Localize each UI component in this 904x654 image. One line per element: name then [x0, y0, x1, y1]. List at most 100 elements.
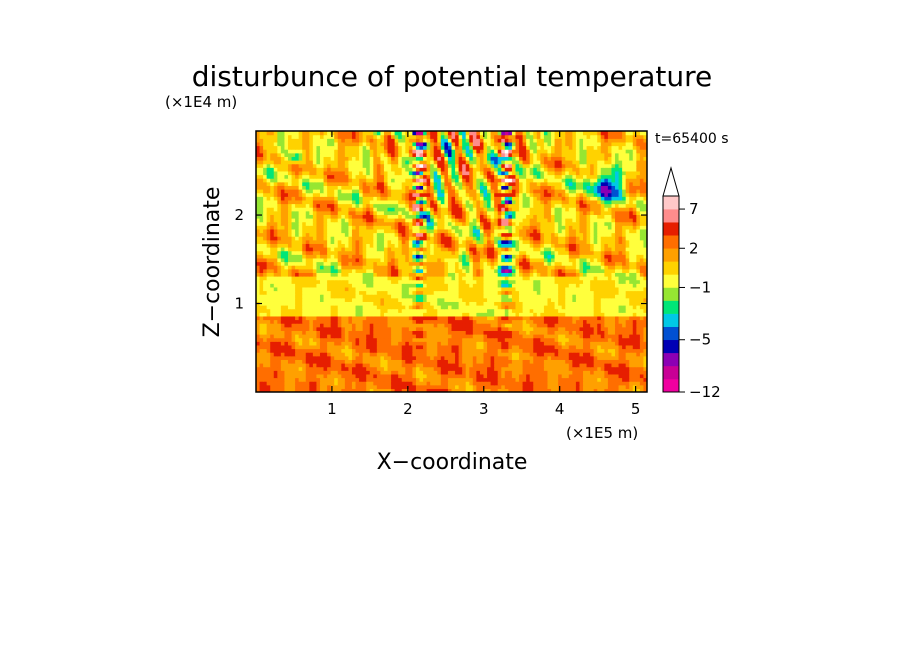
heatmap-cell	[597, 337, 602, 342]
heatmap-cell	[536, 257, 541, 263]
heatmap-cell	[351, 247, 357, 252]
heatmap-cell	[547, 228, 552, 234]
heatmap-cell	[611, 363, 616, 368]
heatmap-cell	[256, 239, 261, 244]
heatmap-cell	[622, 301, 627, 306]
heatmap-cell	[451, 265, 456, 270]
heatmap-cell	[280, 225, 286, 230]
heatmap-cell	[362, 268, 367, 273]
heatmap-cell	[583, 239, 588, 244]
heatmap-cell	[348, 341, 353, 346]
heatmap-cell	[330, 377, 335, 382]
y-axis-unit: (×1E4 m)	[165, 93, 237, 111]
heatmap-cell	[394, 348, 399, 353]
heatmap-cell	[430, 359, 435, 364]
heatmap-cell	[597, 381, 602, 386]
heatmap-cell	[636, 315, 641, 321]
heatmap-cell	[334, 381, 339, 386]
heatmap-cell	[639, 323, 645, 328]
heatmap-cell	[284, 384, 289, 389]
heatmap-cell	[590, 254, 595, 259]
heatmap-cell	[355, 228, 360, 234]
heatmap-cell	[348, 279, 353, 284]
heatmap-cell	[426, 366, 431, 371]
heatmap-cell	[312, 225, 318, 230]
heatmap-cell	[444, 286, 449, 292]
heatmap-cell	[501, 319, 506, 324]
heatmap-cell	[583, 308, 588, 313]
heatmap-cell	[565, 319, 570, 324]
heatmap-cell	[639, 370, 645, 375]
heatmap-cell	[540, 326, 545, 331]
heatmap-cell	[568, 359, 573, 364]
heatmap-cell	[490, 301, 495, 306]
heatmap-cell	[572, 359, 577, 364]
heatmap-cell	[302, 326, 307, 331]
heatmap-cell	[256, 283, 261, 288]
heatmap-cell	[277, 254, 282, 259]
heatmap-cell	[298, 359, 303, 364]
heatmap-cell	[376, 344, 381, 350]
heatmap-cell	[504, 254, 509, 259]
heatmap-cell	[440, 276, 445, 281]
heatmap-cell	[455, 294, 460, 299]
heatmap-cell	[341, 250, 346, 255]
heatmap-cell	[565, 297, 570, 302]
heatmap-cell	[362, 377, 367, 382]
heatmap-cell	[533, 341, 538, 346]
heatmap-cell	[643, 257, 647, 263]
heatmap-cell	[572, 257, 577, 263]
heatmap-cell	[376, 286, 381, 292]
heatmap-cell	[590, 319, 595, 324]
heatmap-cell	[629, 243, 634, 248]
heatmap-cell	[284, 366, 289, 371]
heatmap-cell	[490, 272, 495, 277]
heatmap-cell	[373, 348, 378, 353]
heatmap-cell	[547, 348, 552, 353]
heatmap-cell	[433, 257, 438, 263]
heatmap-cell	[572, 301, 577, 306]
heatmap-cell	[543, 348, 549, 353]
heatmap-cell	[316, 236, 321, 241]
heatmap-cell	[287, 279, 293, 284]
heatmap-cell	[504, 366, 509, 371]
heatmap-cell	[615, 261, 620, 266]
heatmap-cell	[611, 388, 616, 392]
heatmap-cell	[387, 355, 392, 360]
heatmap-cell	[526, 366, 531, 371]
heatmap-field	[256, 131, 647, 392]
heatmap-cell	[533, 373, 538, 379]
heatmap-cell	[476, 243, 481, 248]
heatmap-cell	[529, 330, 534, 335]
heatmap-cell	[387, 294, 392, 299]
heatmap-cell	[622, 232, 627, 237]
heatmap-cell	[348, 254, 353, 259]
heatmap-cell	[376, 352, 381, 357]
heatmap-cell	[355, 236, 360, 241]
heatmap-cell	[554, 312, 559, 317]
heatmap-cell	[376, 334, 381, 339]
heatmap-cell	[383, 232, 389, 237]
heatmap-cell	[351, 305, 357, 310]
heatmap-cell	[419, 370, 424, 375]
heatmap-cell	[536, 250, 541, 255]
heatmap-cell	[451, 363, 456, 368]
heatmap-cell	[405, 272, 410, 277]
heatmap-cell	[380, 344, 385, 350]
heatmap-cell	[256, 236, 261, 241]
heatmap-cell	[511, 297, 517, 302]
heatmap-cell	[593, 261, 598, 266]
heatmap-cell	[622, 250, 627, 255]
heatmap-cell	[515, 312, 520, 317]
heatmap-cell	[366, 388, 371, 392]
heatmap-cell	[462, 352, 467, 357]
heatmap-cell	[327, 265, 332, 270]
heatmap-cell	[487, 388, 492, 392]
heatmap-cell	[355, 257, 360, 263]
heatmap-cell	[508, 283, 513, 288]
heatmap-cell	[369, 254, 374, 259]
heatmap-cell	[625, 305, 630, 310]
heatmap-cell	[415, 286, 421, 292]
heatmap-cell	[597, 243, 602, 248]
heatmap-cell	[597, 294, 602, 299]
